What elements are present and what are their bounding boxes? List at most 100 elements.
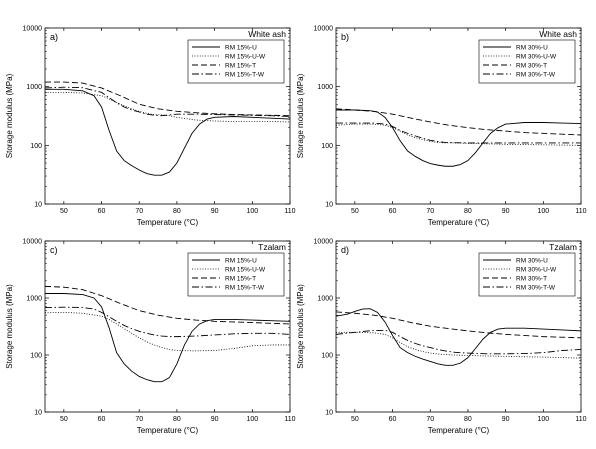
plot-frame (44, 27, 291, 205)
series-line-rm-30-t-w (336, 329, 581, 355)
y-tick-label: 1000 (317, 296, 333, 303)
series-line-rm-30-t (336, 108, 581, 136)
y-tick-label: 10 (325, 202, 333, 209)
wood-species-label: Tzalam (549, 242, 577, 252)
x-tick-label: 100 (537, 208, 549, 215)
y-tick-label: 100 (30, 143, 42, 150)
x-tick-label: 60 (389, 416, 397, 423)
x-tick-label: 70 (426, 208, 434, 215)
y-tick-label: 1000 (317, 84, 333, 91)
x-tick-label: 60 (98, 208, 106, 215)
legend-entry-label: RM 15%-U (225, 44, 257, 51)
panel-label: c) (50, 245, 58, 255)
series-line-rm-30-u (336, 109, 581, 167)
x-tick-label: 110 (284, 208, 295, 215)
x-tick-label: 90 (502, 208, 510, 215)
x-axis-title: Temperature (°C) (428, 426, 490, 435)
x-tick-label: 50 (351, 416, 359, 423)
y-tick-label: 100 (321, 353, 333, 360)
series-line-rm-15-u (45, 293, 290, 383)
y-tick-label: 10000 (23, 26, 43, 33)
x-tick-label: 70 (426, 416, 434, 423)
y-tick-label: 1000 (26, 84, 42, 91)
legend-entry-label: RM 30%-T (516, 62, 547, 69)
x-tick-label: 80 (173, 416, 181, 423)
x-tick-label: 60 (389, 208, 397, 215)
x-tick-label: 90 (502, 416, 510, 423)
y-tick-label: 100 (321, 143, 333, 150)
x-tick-label: 110 (284, 416, 295, 423)
y-axis-title: Storage modulus (MPa) (5, 284, 14, 369)
chart-panel-2: 50 60 70 80 90 100 110 10 100 1000 10000 Temperatur… (296, 26, 587, 228)
legend-entry-label: RM 15%-U (225, 257, 257, 264)
plot-frame (44, 240, 291, 413)
y-tick-label: 10000 (314, 26, 334, 33)
legend-entry-label: RM 15%-T (225, 62, 256, 69)
x-tick-label: 100 (246, 416, 258, 423)
x-tick-label: 100 (537, 416, 549, 423)
legend-entry-label: RM 30%-T-W (516, 284, 556, 291)
x-tick-label: 110 (575, 416, 586, 423)
legend-entry-label: RM 15%-U-W (225, 53, 266, 60)
plot-frame (335, 240, 582, 413)
legend-entry-label: RM 30%-U-W (516, 53, 557, 60)
y-tick-label: 10 (325, 410, 333, 417)
legend-entry-label: RM 30%-U (516, 257, 548, 264)
panel-label: b) (341, 32, 349, 42)
y-tick-label: 10 (34, 202, 42, 209)
legend: RM 15%-U RM 15%-U-W RM 15%-T RM 15%-T-W (187, 39, 285, 84)
chart-panel-3: 50 60 70 80 90 100 110 10 100 1000 10000 Temperatur… (5, 239, 296, 436)
legend-entry-label: RM 15%-U-W (225, 266, 266, 273)
legend: RM 15%-U RM 15%-U-W RM 15%-T RM 15%-T-W (187, 252, 285, 297)
y-tick-label: 1000 (26, 296, 42, 303)
x-tick-label: 50 (60, 208, 68, 215)
legend-entry-label: RM 30%-T (516, 275, 547, 282)
chart-panel-1: 50 60 70 80 90 100 110 10 100 1000 10000 Temperatur… (5, 26, 296, 228)
x-tick-label: 110 (575, 208, 586, 215)
series-line-rm-15-u-w (45, 91, 290, 123)
series-line-rm-15-t (45, 285, 290, 325)
x-tick-label: 80 (464, 416, 472, 423)
x-tick-label: 100 (246, 208, 258, 215)
x-tick-label: 90 (211, 208, 219, 215)
panel-label: d) (341, 245, 349, 255)
legend: RM 30%-U RM 30%-U-W RM 30%-T RM 30%-T-W (478, 252, 576, 297)
series-line-rm-15-t (45, 81, 290, 117)
series-line-rm-15-t-w (45, 86, 290, 117)
x-tick-label: 80 (464, 208, 472, 215)
wood-species-label: White ash (539, 29, 577, 39)
x-tick-label: 70 (135, 416, 143, 423)
chart-panel-4: 50 60 70 80 90 100 110 10 100 1000 10000 Temperatur… (296, 239, 587, 436)
y-tick-label: 10 (34, 410, 42, 417)
x-tick-label: 80 (173, 208, 181, 215)
legend-entry-label: RM 15%-T-W (225, 284, 265, 291)
x-axis-title: Temperature (°C) (428, 218, 490, 227)
y-axis-title: Storage modulus (MPa) (296, 73, 305, 158)
series-line-rm-15-u-w (45, 311, 290, 352)
x-tick-label: 70 (135, 208, 143, 215)
wood-species-label: White ash (248, 29, 286, 39)
legend-entry-label: RM 30%-U (516, 44, 548, 51)
x-tick-label: 50 (351, 208, 359, 215)
series-line-rm-30-t (336, 311, 581, 339)
series-line-rm-15-u (45, 88, 290, 176)
wood-species-label: Tzalam (258, 242, 286, 252)
legend-entry-label: RM 15%-T (225, 275, 256, 282)
series-line-rm-30-u-w (336, 331, 581, 359)
x-axis-title: Temperature (°C) (137, 218, 199, 227)
y-tick-label: 100 (30, 353, 42, 360)
legend: RM 30%-U RM 30%-U-W RM 30%-T RM 30%-T-W (478, 39, 576, 84)
series-line-rm-30-u (336, 308, 581, 366)
x-tick-label: 90 (211, 416, 219, 423)
y-tick-label: 10000 (23, 239, 43, 246)
panel-label: a) (50, 32, 58, 42)
legend-entry-label: RM 30%-U-W (516, 266, 557, 273)
legend-entry-label: RM 30%-T-W (516, 71, 556, 78)
x-tick-label: 50 (60, 416, 68, 423)
series-line-rm-30-u-w (336, 123, 581, 146)
x-axis-title: Temperature (°C) (137, 426, 199, 435)
series-line-rm-15-t-w (45, 306, 290, 338)
legend-entry-label: RM 15%-T-W (225, 71, 265, 78)
y-axis-title: Storage modulus (MPa) (5, 73, 14, 158)
